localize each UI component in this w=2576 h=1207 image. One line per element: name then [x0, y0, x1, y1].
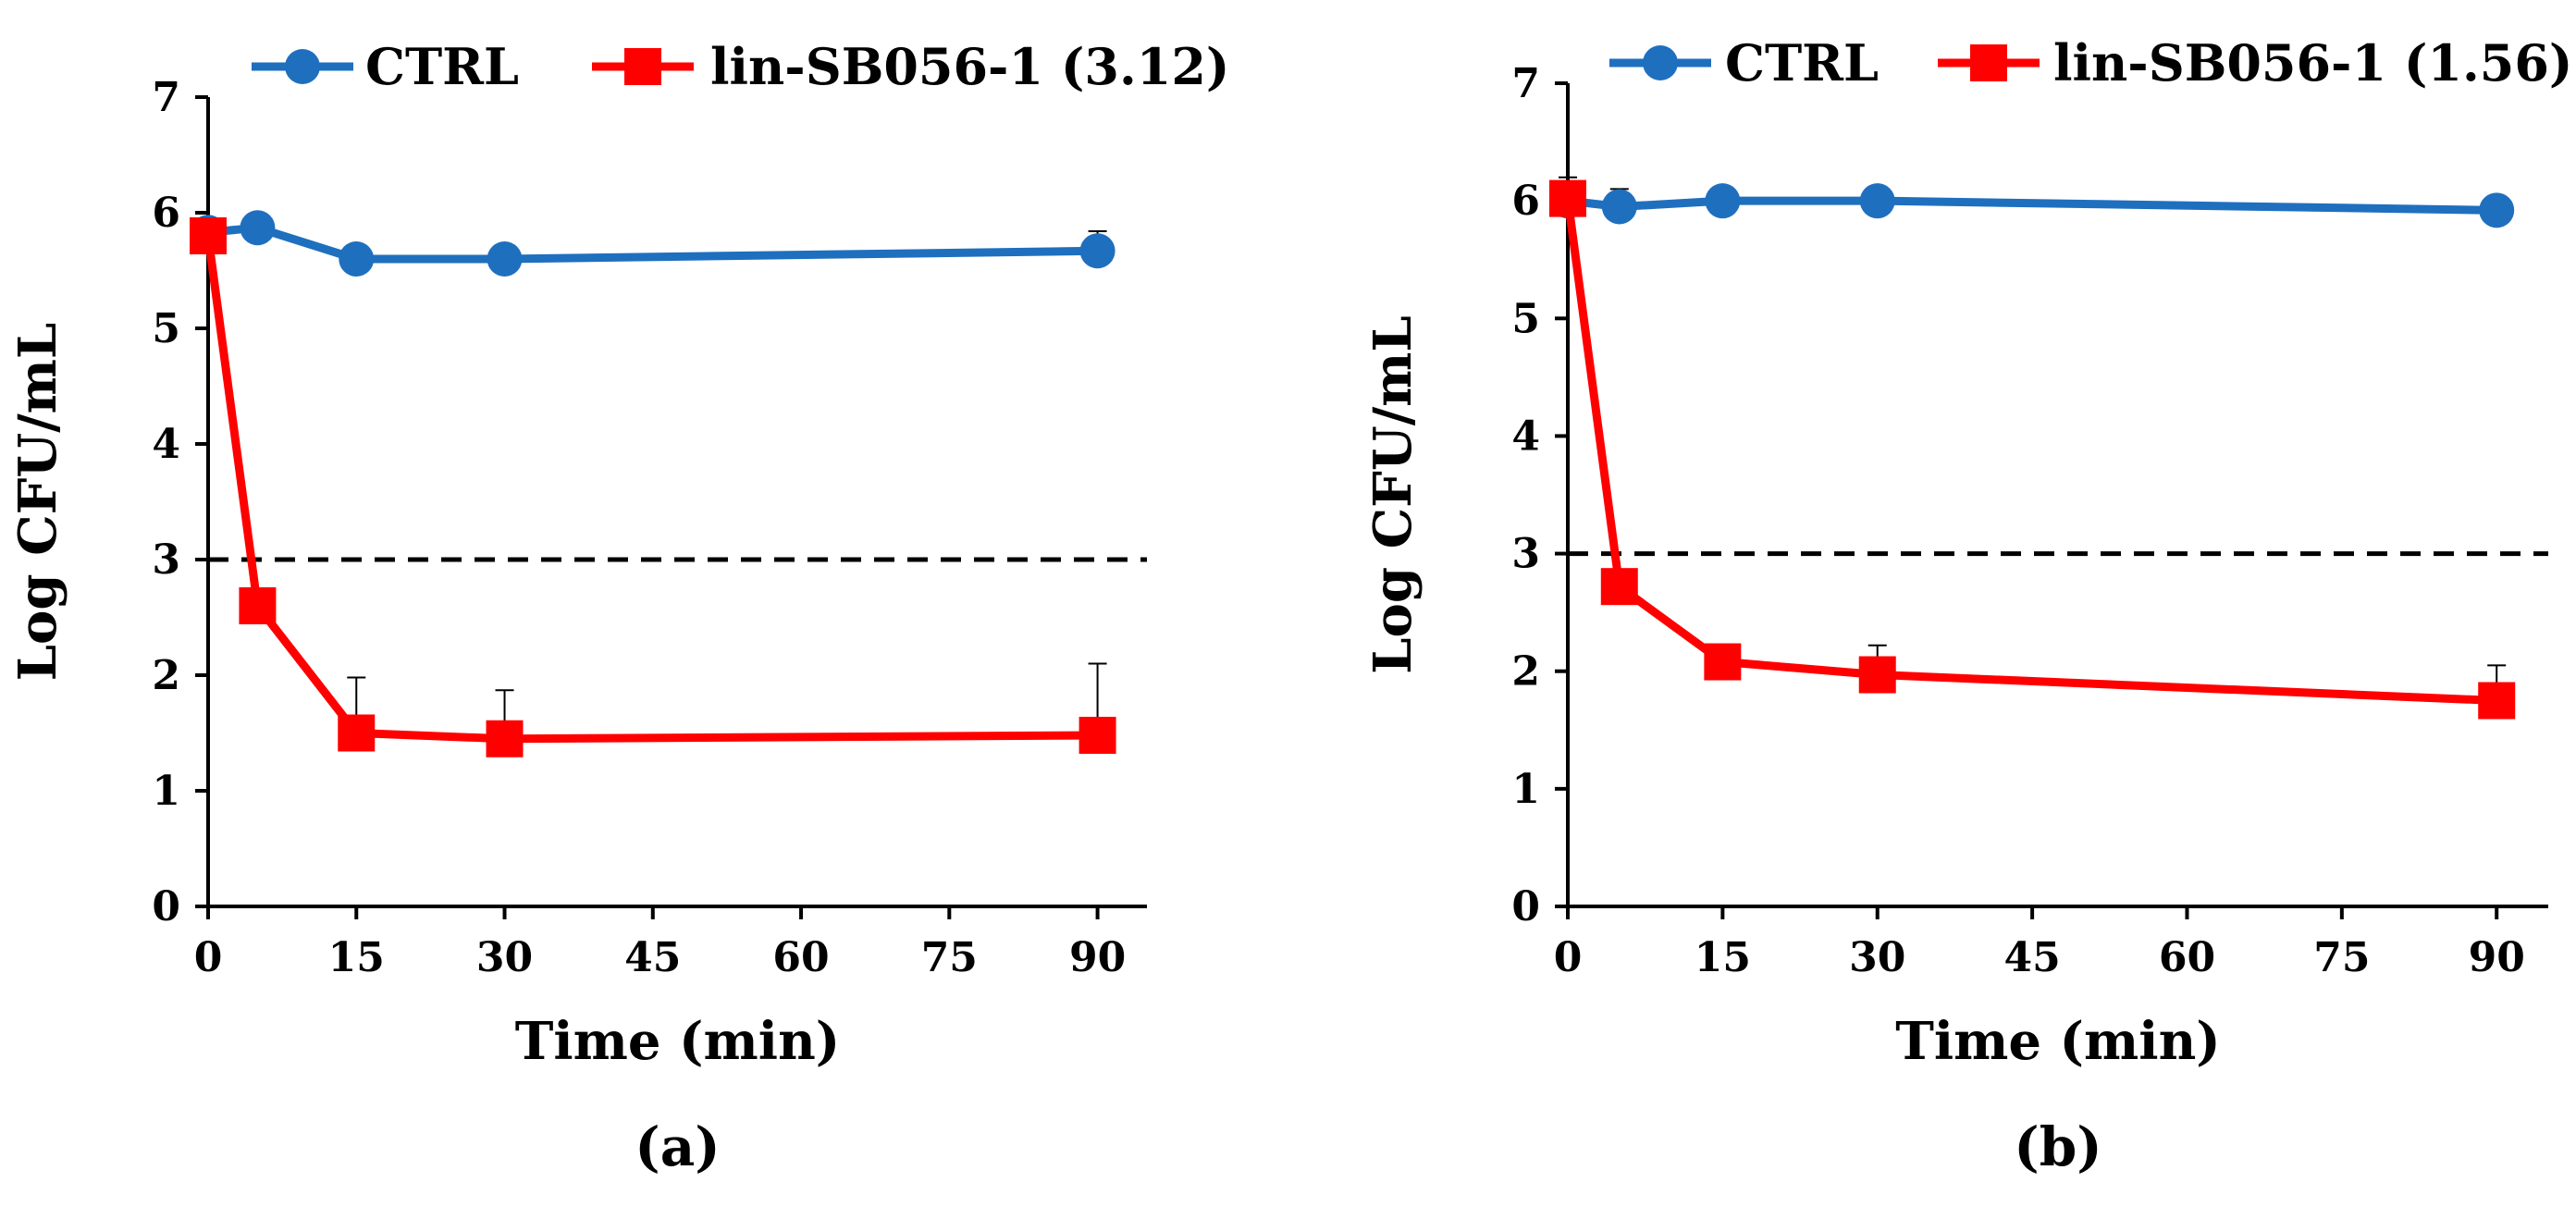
x-tick-label: 15: [1695, 934, 1751, 981]
x-tick-label: 0: [194, 934, 223, 981]
x-axis-title: Time (min): [515, 1011, 841, 1072]
x-axis-title: Time (min): [1895, 1011, 2221, 1072]
y-tick-label: 6: [152, 190, 180, 237]
legend-marker-square: [624, 48, 661, 85]
y-axis-title: Log CFU/mL: [7, 323, 68, 682]
x-tick-label: 45: [624, 934, 681, 981]
legend-marker-circle: [1643, 45, 1678, 80]
x-tick-label: 30: [476, 934, 533, 981]
y-tick-label: 7: [1511, 60, 1540, 107]
ctrl-point: [240, 210, 276, 246]
treatment-point: [1600, 568, 1638, 606]
y-tick-label: 1: [152, 768, 180, 815]
legend-marker-square: [1970, 44, 2007, 81]
ctrl-point: [339, 241, 375, 277]
y-tick-label: 2: [1511, 648, 1540, 696]
legend-marker-circle: [285, 49, 320, 84]
treatment-point: [1858, 656, 1896, 694]
x-tick-label: 60: [772, 934, 829, 981]
x-tick-label: 30: [1849, 934, 1905, 981]
legend-entry-treatment: lin-SB056-1 (3.12): [592, 37, 1229, 96]
y-tick-label: 2: [152, 652, 180, 699]
ctrl-point: [1705, 183, 1741, 219]
panel-label: (a): [635, 1115, 720, 1178]
y-tick-label: 3: [1511, 531, 1540, 578]
legend-entry-ctrl: CTRL: [1609, 33, 1879, 92]
treatment-point: [239, 587, 277, 624]
y-tick-label: 5: [152, 305, 180, 352]
legend-entry-treatment: lin-SB056-1 (1.56): [1938, 33, 2572, 92]
legend-label: lin-SB056-1 (1.56): [2053, 33, 2572, 92]
treatment-point: [1549, 179, 1586, 217]
ctrl-point: [1859, 183, 1895, 219]
y-tick-label: 0: [1511, 883, 1540, 930]
y-axis-title: Log CFU/mL: [1362, 315, 1424, 674]
ctrl-point: [1601, 189, 1637, 225]
legend-entry-ctrl: CTRL: [252, 37, 519, 96]
y-tick-label: 1: [1511, 766, 1540, 813]
x-tick-label: 0: [1554, 934, 1583, 981]
x-tick-label: 15: [328, 934, 385, 981]
x-tick-label: 75: [2313, 934, 2370, 981]
ctrl-point: [1079, 233, 1115, 269]
legend-label: lin-SB056-1 (3.12): [710, 37, 1229, 96]
y-tick-label: 4: [1511, 413, 1540, 460]
ctrl-point: [487, 241, 523, 277]
y-tick-label: 5: [1511, 295, 1540, 342]
treatment-point: [2478, 682, 2516, 720]
x-tick-label: 90: [1069, 934, 1126, 981]
treatment-point: [338, 714, 376, 752]
ctrl-point: [2479, 192, 2515, 228]
legend-label: CTRL: [365, 37, 519, 96]
treatment-point: [486, 720, 524, 757]
y-tick-label: 3: [152, 536, 180, 584]
series-line-treatment: [203, 235, 1098, 744]
x-tick-label: 45: [2003, 934, 2060, 981]
y-tick-label: 7: [152, 74, 180, 121]
treatment-point: [190, 217, 227, 254]
y-tick-label: 4: [152, 421, 180, 468]
panel-label: (b): [2014, 1115, 2101, 1178]
y-tick-label: 0: [152, 883, 180, 930]
y-tick-label: 6: [1511, 178, 1540, 225]
x-tick-label: 60: [2159, 934, 2215, 981]
legend-label: CTRL: [1725, 33, 1879, 92]
series-line-treatment: [1563, 198, 2497, 705]
treatment-point: [1078, 717, 1116, 754]
x-tick-label: 90: [2469, 934, 2525, 981]
x-tick-label: 75: [921, 934, 978, 981]
treatment-point: [1704, 643, 1742, 681]
